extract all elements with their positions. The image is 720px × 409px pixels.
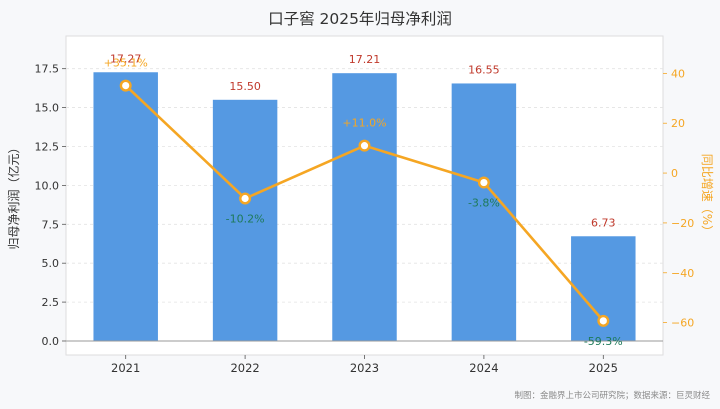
bar — [451, 83, 517, 341]
growth-point — [597, 314, 610, 327]
y-tick-label: 7.5 — [42, 218, 60, 231]
growth-point — [477, 176, 490, 189]
y-tick-label: 17.5 — [35, 63, 60, 76]
y-right-tick-label: −20 — [671, 217, 694, 230]
x-tick-label: 2025 — [589, 361, 618, 375]
y-right-axis-title: 同比增速（%） — [700, 154, 714, 237]
y-tick-label: 5.0 — [42, 257, 60, 270]
bar — [332, 73, 397, 341]
bar-value-label: 17.21 — [349, 53, 381, 66]
y-right-tick-label: 0 — [671, 167, 678, 180]
y-tick-label: 12.5 — [35, 140, 60, 153]
y-tick-label: 2.5 — [42, 296, 60, 309]
y-axis-title: 归母净利润（亿元） — [6, 141, 21, 249]
x-tick-label: 2022 — [230, 361, 259, 375]
growth-value-label: -3.8% — [468, 197, 500, 210]
chart-body: 0.0 2.5 5.0 7.5 10.0 12.5 15.0 17.5 −60 −40 −20 0 20… — [6, 35, 714, 375]
growth-value-label: -10.2% — [226, 212, 265, 225]
y-tick-label: 0.0 — [42, 335, 60, 348]
y-right-tick-label: −40 — [671, 267, 694, 280]
bar — [93, 72, 158, 341]
bar-value-label: 15.50 — [229, 80, 261, 93]
y-right-tick-label: −60 — [671, 317, 694, 330]
y-right-tick-label: 40 — [671, 67, 685, 80]
y-tick-label: 15.0 — [35, 102, 60, 115]
bar-value-label: 16.55 — [468, 63, 500, 76]
bar — [212, 99, 278, 341]
chart-footer: 制图：金融界上市公司研究院；数据来源：巨灵财经 — [514, 390, 710, 401]
growth-value-label: +35.1% — [104, 57, 148, 70]
chart-title: 口子窖 2025年归母净利润 — [268, 10, 452, 28]
growth-point — [239, 192, 252, 205]
y-right-tick-label: 20 — [671, 117, 685, 130]
x-tick-label: 2024 — [469, 361, 498, 375]
x-tick-label: 2021 — [111, 361, 140, 375]
bar-value-label: 6.73 — [591, 216, 616, 229]
y-tick-label: 10.0 — [35, 179, 60, 192]
growth-value-label: -59.3% — [584, 335, 623, 348]
bar-value-label: 17.27 — [110, 52, 142, 65]
growth-point — [358, 139, 371, 152]
growth-value-label: +11.0% — [342, 117, 386, 130]
x-tick-label: 2023 — [350, 361, 379, 375]
growth-point — [119, 79, 132, 92]
